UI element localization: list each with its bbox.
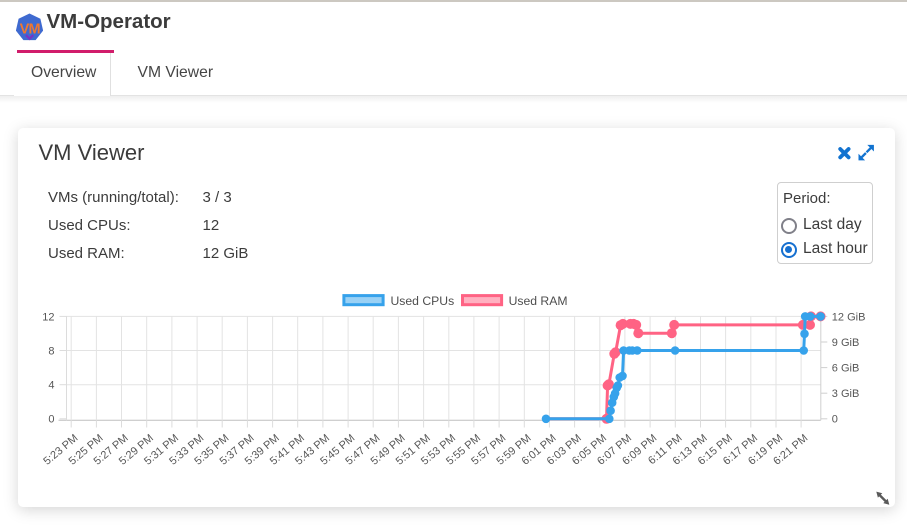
svg-text:0: 0	[48, 414, 54, 426]
svg-text:9 GiB: 9 GiB	[832, 337, 860, 349]
svg-text:6 GiB: 6 GiB	[832, 363, 860, 375]
svg-text:3 GiB: 3 GiB	[832, 388, 860, 400]
svg-text:12 GiB: 12 GiB	[832, 311, 866, 323]
svg-text:8: 8	[48, 345, 54, 357]
svg-text:4: 4	[48, 380, 54, 392]
svg-text:VM: VM	[20, 21, 41, 37]
svg-text:Used RAM: Used RAM	[509, 294, 568, 308]
svg-text:12: 12	[42, 311, 54, 323]
svg-text:0: 0	[832, 414, 838, 426]
svg-text:Used CPUs: Used CPUs	[391, 294, 455, 308]
